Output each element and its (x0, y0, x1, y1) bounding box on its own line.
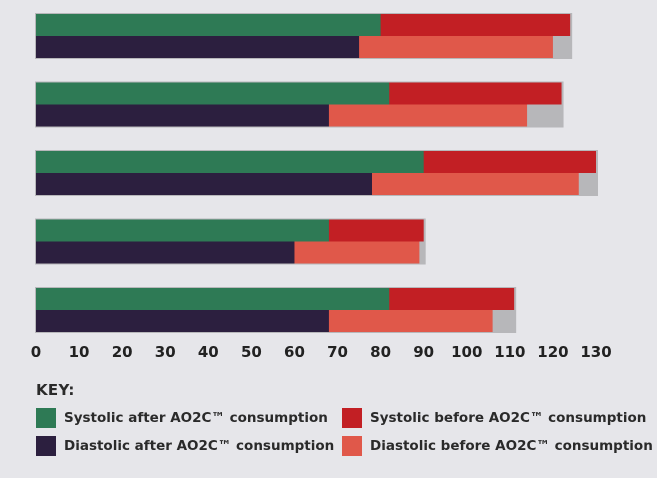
x-tick-label: 90 (413, 343, 434, 361)
bar-1-systolic-after (36, 14, 381, 36)
x-tick-label: 30 (155, 343, 176, 361)
legend-item-systolic-after: Systolic after AO2C™ consumption (36, 407, 328, 429)
x-tick-label: 100 (451, 343, 482, 361)
x-tick-label: 70 (327, 343, 348, 361)
legend-label-systolic-after: Systolic after AO2C™ consumption (64, 410, 328, 426)
chart-canvas: 0 10 20 30 40 50 60 70 80 90 100 110 120 130 (31, 13, 612, 361)
bar-3-systolic-after (36, 151, 424, 173)
legend-label-diastolic-before: Diastolic before AO2C™ consumption (370, 438, 653, 454)
x-tick-label: 0 (31, 343, 41, 361)
legend-label-systolic-before: Systolic before AO2C™ consumption (370, 410, 647, 426)
bar-4-diastolic-after (36, 241, 295, 264)
legend-item-systolic-before: Systolic before AO2C™ consumption (342, 407, 646, 429)
legend-swatch-systolic-before (342, 408, 362, 428)
bar-4-systolic-after (36, 219, 329, 242)
x-tick-label: 110 (494, 343, 525, 361)
legend-label-diastolic-after: Diastolic after AO2C™ consumption (64, 438, 335, 454)
bar-2-diastolic-after (36, 104, 329, 127)
x-tick-label: 80 (370, 343, 391, 361)
legend-swatch-diastolic-after (36, 436, 56, 456)
x-tick-label: 40 (198, 343, 219, 361)
legend-item-diastolic-before: Diastolic before AO2C™ consumption (342, 435, 653, 457)
x-tick-label: 10 (69, 343, 90, 361)
x-tick-label: 60 (284, 343, 305, 361)
x-tick-label: 20 (112, 343, 133, 361)
bar-2-systolic-after (36, 82, 390, 105)
legend-swatch-diastolic-before (342, 436, 362, 456)
legend-item-diastolic-after: Diastolic after AO2C™ consumption (36, 435, 334, 457)
bar-3-diastolic-after (36, 173, 372, 195)
x-tick-label: 130 (580, 343, 611, 361)
x-tick-label: 120 (537, 343, 568, 361)
bar-5-systolic-after (36, 288, 390, 310)
bar-1-diastolic-after (36, 36, 360, 58)
legend-swatch-systolic-after (36, 408, 56, 428)
bar-5-diastolic-after (36, 310, 329, 332)
legend: KEY: Systolic after AO2C™ consumption Di… (36, 381, 653, 476)
legend-title: KEY: (36, 381, 75, 399)
x-tick-label: 50 (241, 343, 262, 361)
